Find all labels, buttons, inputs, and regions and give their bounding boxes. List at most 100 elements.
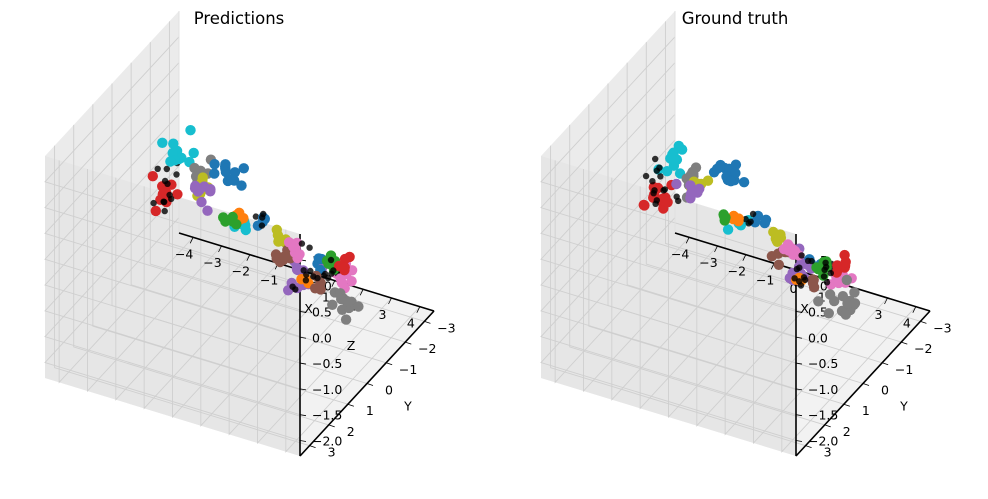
y-tick-label: −3: [437, 320, 455, 335]
x-gridline: [753, 221, 888, 445]
z-tick-label: 0.5: [808, 304, 828, 319]
data-point: [252, 213, 260, 220]
y-tick-label: 3: [328, 445, 336, 460]
data-point: [150, 205, 161, 217]
x-gridline: [87, 169, 222, 393]
y-tick-label: 1: [366, 403, 374, 418]
z-tick-label: −1.5: [808, 408, 838, 423]
z-tick-label: −1.5: [312, 408, 342, 423]
y-tick-mark: [347, 403, 354, 407]
z-axis-label: Z: [347, 338, 356, 353]
data-point: [327, 299, 338, 310]
z-gridline: [44, 113, 301, 338]
z-gridline: [540, 88, 797, 312]
data-point: [168, 138, 179, 149]
data-point: [163, 165, 170, 173]
x-tick-mark: [359, 289, 364, 296]
y-tick-mark: [366, 383, 374, 386]
data-point: [725, 176, 737, 187]
data-point: [849, 298, 861, 309]
x-tick-label: 1: [818, 290, 826, 305]
x-tick-mark: [189, 237, 194, 244]
data-point: [161, 207, 168, 215]
data-point: [330, 267, 337, 274]
data-point: [306, 244, 313, 251]
data-point: [209, 159, 220, 170]
y-tick-mark: [805, 445, 812, 449]
x-gridline: [200, 203, 336, 427]
y-gridline: [149, 42, 406, 343]
y-tick-label: 2: [843, 424, 851, 439]
y-tick-label: −2: [914, 341, 932, 356]
z-tick-mark: [795, 311, 803, 313]
z-tick-label: −1.0: [808, 382, 838, 397]
z-tick-mark: [299, 414, 307, 417]
data-point: [342, 296, 354, 307]
data-point: [236, 180, 247, 191]
x-axis-label: X: [800, 301, 809, 316]
data-point: [300, 267, 307, 274]
data-point: [188, 147, 199, 159]
data-point: [639, 200, 650, 211]
x-gridline: [172, 195, 307, 419]
z-tick-label: −2.0: [312, 434, 342, 449]
z-gridline: [44, 139, 301, 364]
z-gridline: [44, 88, 301, 312]
y-tick-label: 3: [824, 445, 832, 460]
z-tick-mark: [299, 388, 307, 391]
data-point: [831, 267, 842, 278]
data-point: [209, 168, 220, 179]
data-point: [722, 224, 734, 235]
y-tick-mark: [843, 403, 850, 407]
y-gridline: [550, 145, 806, 447]
data-point: [289, 283, 296, 290]
y-tick-label: −1: [895, 362, 913, 377]
data-point: [840, 309, 851, 320]
data-point: [642, 172, 650, 180]
y-tick-label: 0: [881, 383, 889, 398]
x-gridline: [696, 203, 832, 427]
data-point: [189, 162, 200, 174]
x-gridline: [143, 186, 279, 410]
data-point: [652, 200, 659, 207]
z-tick-mark: [795, 388, 803, 391]
data-point: [196, 196, 207, 208]
z-gridline: [540, 165, 797, 390]
y-tick-label: 0: [385, 383, 393, 398]
z-tick-mark: [795, 336, 803, 339]
data-point: [185, 125, 196, 136]
data-point: [172, 189, 183, 200]
z-tick-label: −1.0: [312, 382, 342, 397]
x-tick-mark: [714, 245, 718, 253]
y-tick-mark: [920, 320, 927, 324]
data-point: [841, 274, 852, 286]
y-gridline: [626, 62, 883, 364]
y-gridline: [569, 124, 825, 426]
y-tick-label: 1: [862, 403, 870, 418]
data-point: [796, 264, 803, 271]
data-point: [161, 177, 169, 185]
data-point: [791, 275, 798, 282]
data-point: [238, 213, 249, 224]
y-gridline: [92, 104, 348, 405]
data-point: [808, 257, 815, 265]
data-point: [662, 197, 673, 208]
data-point: [327, 256, 335, 264]
data-point: [822, 259, 829, 266]
data-point: [687, 166, 698, 178]
y-gridline: [664, 21, 921, 322]
x-tick-label: 1: [322, 290, 330, 305]
subplot-predictions: Predictions −4−3−2−101234−3−2−101231.51.…: [44, 9, 456, 460]
z-gridline: [44, 36, 301, 261]
y-tick-mark: [328, 424, 335, 428]
data-point: [292, 264, 304, 276]
y-tick-label: −3: [933, 320, 951, 335]
x-gridline: [639, 186, 775, 410]
data-point: [712, 163, 723, 174]
x-tick-label: −1: [260, 272, 278, 287]
x-tick-label: −1: [756, 272, 774, 287]
chart-title: Predictions: [194, 9, 285, 28]
z-gridline: [540, 62, 797, 287]
data-point: [749, 210, 757, 218]
x-tick-mark: [742, 254, 747, 261]
